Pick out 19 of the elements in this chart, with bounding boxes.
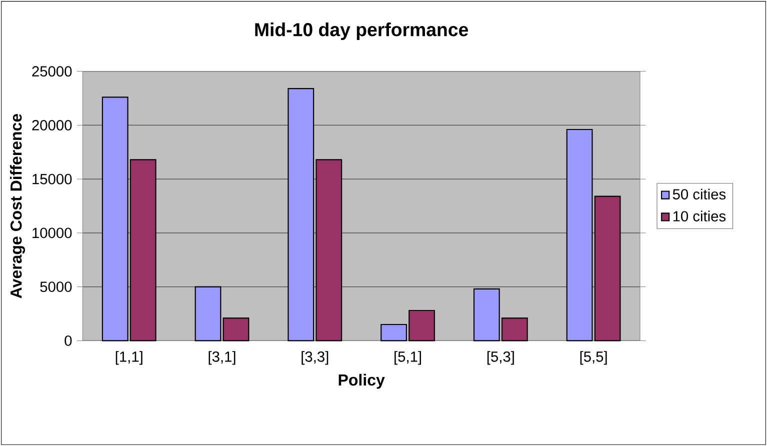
y-axis-title: Average Cost Difference bbox=[10, 114, 25, 298]
y-tick-label: 5000 bbox=[40, 282, 72, 292]
x-tick-label: [3,3] bbox=[302, 351, 328, 365]
x-tick-label: [1,1] bbox=[116, 351, 142, 365]
y-tick-label: 25000 bbox=[32, 66, 72, 77]
x-tick-label: [5,1] bbox=[394, 351, 422, 365]
legend-label: 10 cities bbox=[673, 210, 726, 222]
x-axis-title: Policy bbox=[338, 374, 385, 389]
x-tick-label: [5,3] bbox=[487, 351, 514, 365]
y-tick-label: 15000 bbox=[32, 174, 72, 184]
y-tick-label: 10000 bbox=[32, 228, 72, 238]
y-tick-label: 0 bbox=[64, 335, 72, 346]
x-tick-label: [5,5] bbox=[580, 351, 607, 365]
bar bbox=[194, 286, 222, 342]
legend-label: 50 cities bbox=[672, 188, 726, 200]
y-tick-label: 20000 bbox=[32, 120, 72, 130]
x-tick-label: [3,1] bbox=[208, 351, 236, 365]
chart-title: Mid-10 day performance bbox=[255, 22, 468, 40]
bar bbox=[222, 318, 250, 342]
